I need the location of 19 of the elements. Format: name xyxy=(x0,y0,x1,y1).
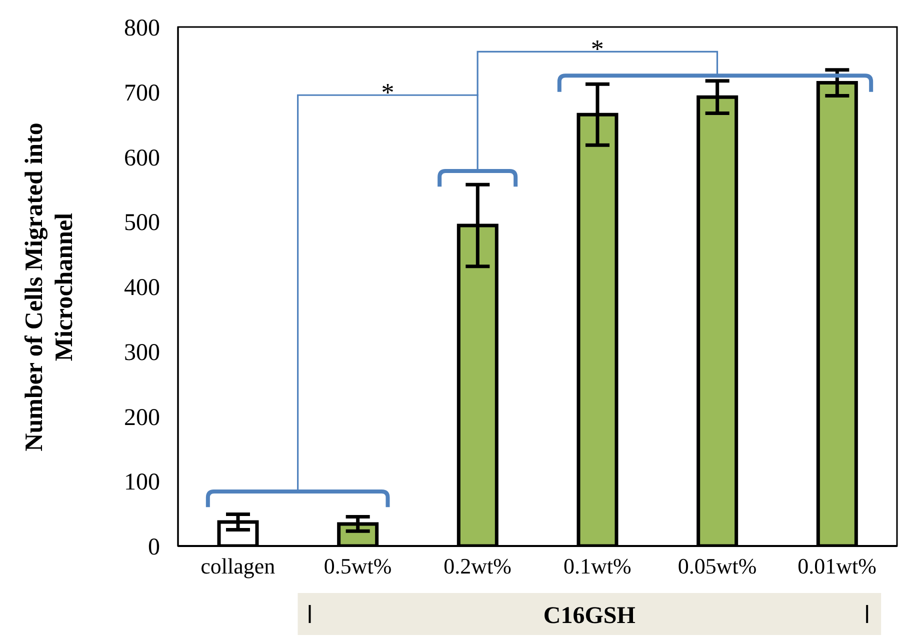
x-tick-label: 0.2wt% xyxy=(444,554,512,579)
y-tick-label: 800 xyxy=(124,16,160,42)
y-tick-label: 500 xyxy=(124,210,160,236)
y-tick-label: 100 xyxy=(124,470,160,496)
y-tick-label: 600 xyxy=(124,145,160,172)
annotation: * xyxy=(381,78,394,108)
x-tick-label: 0.01wt% xyxy=(798,554,876,579)
y-axis-title: Number of Cells Migrated into Microchannel xyxy=(20,121,79,453)
x-tick-label: 0.5wt% xyxy=(324,554,392,579)
y-tick-label: 300 xyxy=(124,340,160,366)
x-tick-label: 0.05wt% xyxy=(678,554,757,579)
y-tick-label: 700 xyxy=(124,80,160,106)
y-tick-label: 200 xyxy=(124,404,160,431)
y-tick-label: 0 xyxy=(148,534,160,561)
x-tick-label: collagen xyxy=(200,554,276,579)
annotation: * xyxy=(590,34,604,64)
x-tick-label: 0.1wt% xyxy=(564,554,632,579)
y-tick-label: 400 xyxy=(124,275,160,302)
text: C16GSH xyxy=(543,603,636,629)
